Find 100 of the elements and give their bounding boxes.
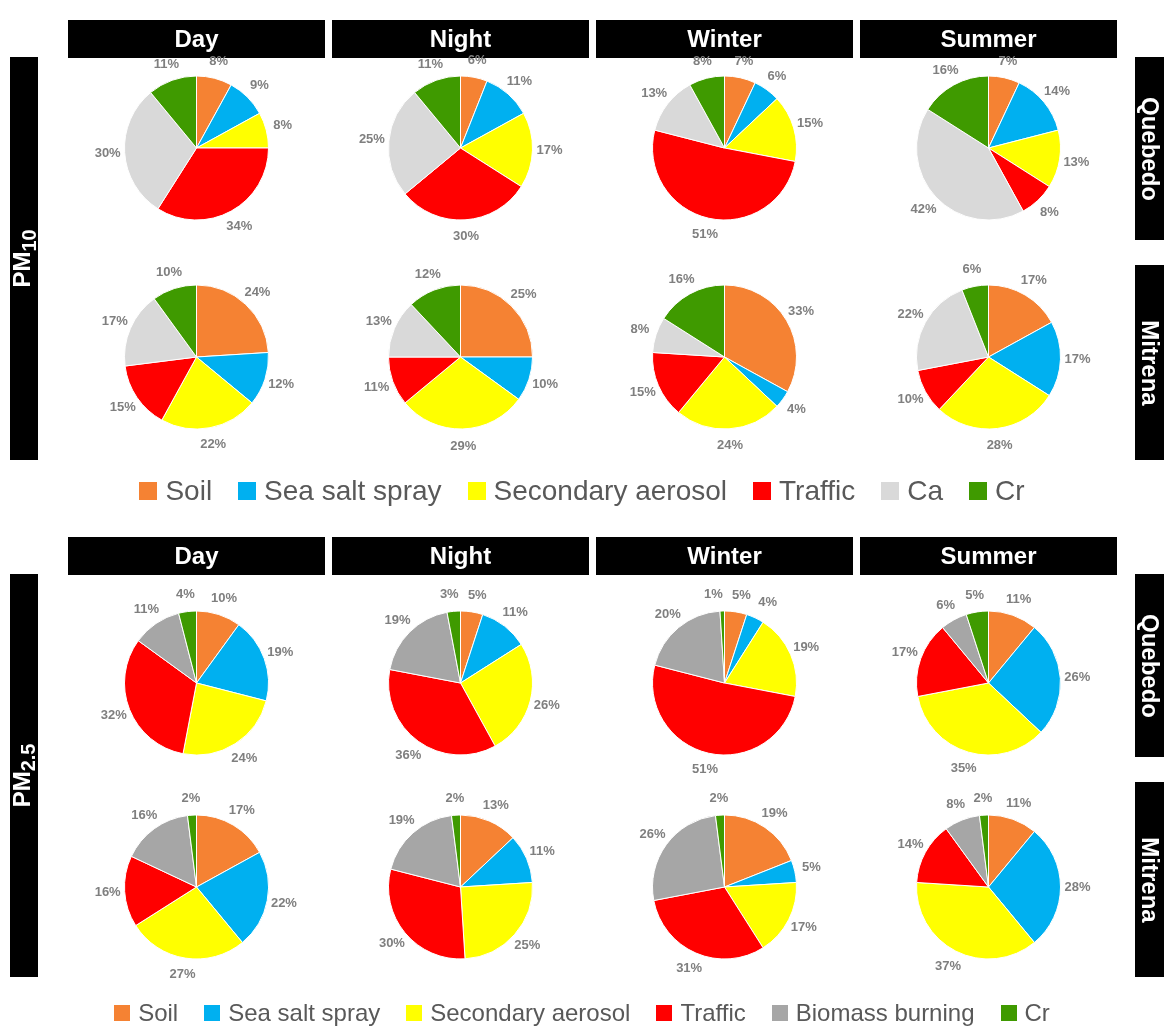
- data-label: 11%: [506, 72, 533, 88]
- data-label: 2%: [973, 789, 993, 805]
- legend-label: Cr: [995, 475, 1025, 507]
- data-label: 4%: [175, 586, 196, 602]
- data-label: 6%: [767, 67, 787, 83]
- data-label: 8%: [273, 117, 293, 133]
- chart-title: Winter: [687, 25, 762, 52]
- data-label: 25%: [358, 131, 386, 147]
- data-label: 37%: [935, 957, 962, 973]
- legend-label: Biomass burning: [795, 999, 975, 1027]
- data-label: 16%: [668, 270, 696, 286]
- data-label: 22%: [270, 895, 298, 911]
- data-label: 17%: [790, 918, 818, 934]
- data-label: 27%: [169, 966, 197, 982]
- data-label: 30%: [94, 145, 122, 161]
- data-label: 2%: [445, 789, 465, 805]
- legend-label: Secondary aerosol: [430, 999, 631, 1027]
- data-label: 19%: [388, 811, 416, 827]
- data-label: 4%: [758, 594, 778, 610]
- chart-title: Day: [174, 25, 219, 52]
- data-label: 26%: [1064, 668, 1091, 684]
- chart-title: Night: [429, 25, 492, 52]
- data-label: 26%: [533, 696, 561, 712]
- data-label: 16%: [131, 806, 158, 822]
- data-label: 30%: [378, 935, 406, 951]
- chart-title: Summer: [940, 25, 1037, 52]
- data-label: 12%: [414, 265, 442, 281]
- legend-label: Traffic: [680, 999, 746, 1027]
- data-label: 2%: [709, 789, 729, 805]
- data-label: 11%: [529, 843, 556, 859]
- chart-title: Winter: [596, 537, 853, 575]
- data-label: 24%: [244, 283, 271, 299]
- data-label: 19%: [761, 804, 788, 820]
- data-label: 11%: [502, 604, 529, 620]
- data-label: 19%: [793, 639, 820, 655]
- data-label: 8%: [209, 53, 229, 69]
- data-label: 51%: [692, 226, 719, 242]
- data-label: 11%: [133, 600, 160, 616]
- text: Quebedo: [1136, 613, 1164, 718]
- data-label: 19%: [384, 611, 412, 627]
- data-label: 13%: [365, 313, 393, 329]
- data-label: 8%: [692, 53, 713, 69]
- data-label: 13%: [641, 85, 668, 101]
- data-label: 17%: [101, 313, 129, 329]
- legend-label: Cr: [1024, 999, 1050, 1027]
- legend-label: Secondary aerosol: [493, 475, 728, 507]
- data-label: 10%: [897, 391, 924, 407]
- data-label: 11%: [417, 55, 444, 71]
- data-label: 15%: [629, 383, 657, 399]
- data-label: 19%: [267, 644, 294, 660]
- legend-label: Sea salt spray: [228, 999, 381, 1027]
- data-label: 6%: [962, 261, 982, 277]
- data-label: 24%: [717, 437, 744, 453]
- data-label: 32%: [100, 707, 128, 723]
- data-label: 12%: [268, 376, 295, 392]
- data-label: 30%: [453, 228, 480, 244]
- data-label: 10%: [532, 376, 559, 392]
- legend-label: Soil: [165, 475, 213, 507]
- text: Mitrena: [1136, 836, 1164, 923]
- data-label: 16%: [932, 61, 960, 77]
- chart-title: Summer: [860, 537, 1117, 575]
- data-label: 6%: [936, 596, 956, 612]
- chart-title: Day: [68, 537, 325, 575]
- data-label: 8%: [946, 795, 966, 811]
- data-label: 17%: [1020, 271, 1048, 287]
- data-label: 31%: [676, 960, 703, 976]
- data-label: 11%: [153, 55, 180, 71]
- data-label: 13%: [1063, 153, 1090, 169]
- data-label: 16%: [94, 884, 122, 900]
- data-label: 1%: [704, 585, 724, 601]
- chart-title: Night: [332, 537, 589, 575]
- data-label: 34%: [226, 217, 253, 233]
- data-label: 22%: [897, 305, 924, 321]
- data-label: 14%: [897, 835, 924, 851]
- data-label: 26%: [639, 826, 666, 842]
- data-label: 8%: [630, 321, 650, 337]
- data-label: 25%: [514, 937, 541, 953]
- data-label: 35%: [950, 760, 978, 776]
- data-label: 17%: [891, 644, 919, 660]
- data-label: 5%: [732, 586, 752, 602]
- data-label: 5%: [965, 586, 985, 602]
- data-label: 15%: [796, 114, 824, 130]
- legend-label: Sea salt spray: [264, 475, 442, 507]
- legend-label: Ca: [907, 475, 944, 507]
- data-label: 11%: [364, 378, 390, 394]
- legend-label: Traffic: [779, 475, 856, 507]
- data-label: 20%: [654, 606, 682, 621]
- data-label: 24%: [231, 749, 258, 765]
- data-label: 15%: [109, 398, 137, 414]
- data-label: 4%: [787, 400, 807, 416]
- data-label: 17%: [536, 142, 563, 158]
- data-label: 33%: [788, 303, 815, 319]
- text: Quebedo: [1136, 96, 1164, 201]
- data-label: 11%: [1005, 590, 1032, 606]
- data-label: 28%: [1064, 878, 1091, 894]
- data-label: 42%: [910, 200, 938, 216]
- data-label: 22%: [200, 436, 227, 451]
- text: Mitrena: [1136, 319, 1164, 406]
- data-label: 51%: [692, 761, 719, 777]
- data-label: 13%: [482, 796, 510, 812]
